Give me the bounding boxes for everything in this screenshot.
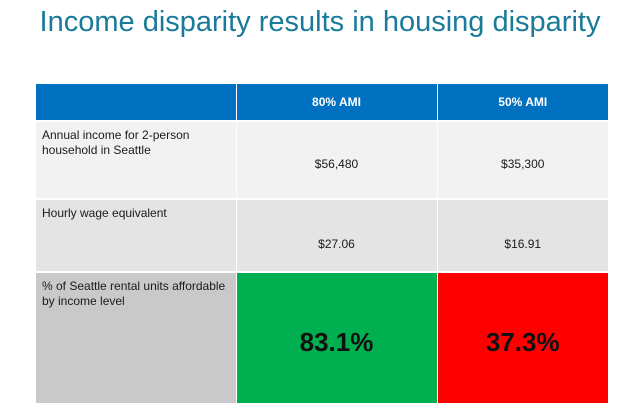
- affordable-80-percent: 83.1%: [299, 326, 374, 357]
- header-80-ami: 80% AMI: [236, 84, 438, 121]
- header-50-ami: 50% AMI: [437, 84, 608, 121]
- row-label-affordable-units: % of Seattle rental units affordable by …: [36, 271, 237, 403]
- affordable-50-percent: 37.3%: [485, 326, 560, 357]
- cell-hourly-wage-80: $27.06: [236, 198, 438, 272]
- cell-affordable-50: 37.3%: [437, 271, 608, 403]
- table-row: % of Seattle rental units affordable by …: [36, 271, 608, 403]
- row-label-annual-income: Annual income for 2-person household in …: [36, 120, 237, 199]
- table-header-row: 80% AMI 50% AMI: [36, 84, 608, 121]
- housing-disparity-table: 80% AMI 50% AMI Annual income for 2-pers…: [36, 84, 608, 403]
- slide-title: Income disparity results in housing disp…: [39, 6, 601, 38]
- cell-affordable-80: 83.1%: [236, 271, 438, 403]
- table-row: Annual income for 2-person household in …: [36, 120, 608, 199]
- header-blank-cell: [36, 84, 237, 121]
- cell-annual-income-50: $35,300: [437, 120, 608, 199]
- table-row: Hourly wage equivalent $27.06 $16.91: [36, 198, 608, 272]
- row-label-hourly-wage: Hourly wage equivalent: [36, 198, 237, 272]
- cell-annual-income-80: $56,480: [236, 120, 438, 199]
- cell-hourly-wage-50: $16.91: [437, 198, 608, 272]
